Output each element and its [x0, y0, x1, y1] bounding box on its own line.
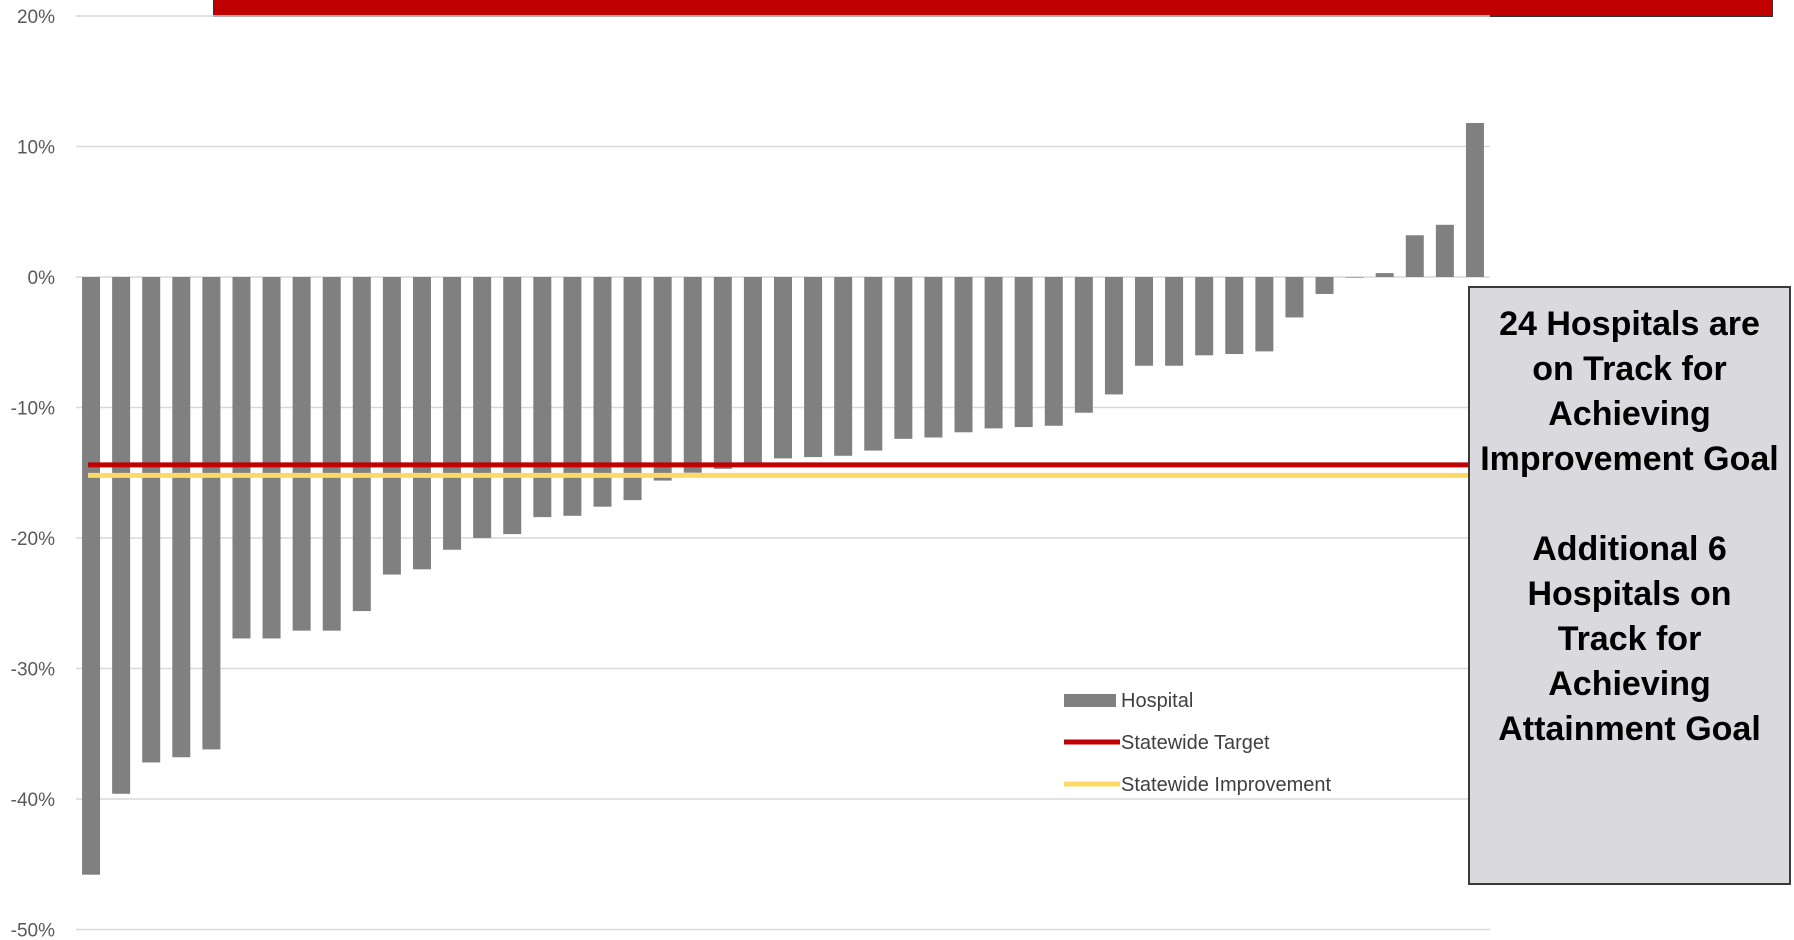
hospital-bar	[1465, 123, 1484, 277]
hospital-bar	[1255, 277, 1274, 352]
hospital-bar	[1225, 277, 1244, 354]
legend: Hospital Statewide Target Statewide Improv…	[1064, 690, 1332, 796]
hospital-bar	[112, 277, 131, 794]
hospital-bar	[1435, 224, 1454, 277]
hospital-bar	[232, 277, 251, 639]
hospital-bar	[412, 277, 431, 570]
legend-label-statewide-improvement: Statewide Improvement	[1121, 774, 1332, 796]
hospital-bar	[804, 277, 823, 458]
y-tick-label: -50%	[11, 921, 55, 940]
hospital-bar	[1014, 277, 1033, 428]
legend-label-hospital: Hospital	[1121, 690, 1193, 712]
hospital-bar	[1104, 277, 1123, 395]
y-tick-label: 20%	[17, 7, 55, 28]
hospital-bar	[292, 277, 311, 631]
y-tick-label: -40%	[11, 790, 55, 811]
statewide-lines	[88, 462, 1476, 478]
legend-swatch-hospital	[1064, 694, 1116, 707]
hospital-bar	[142, 277, 161, 763]
hospital-bar	[443, 277, 462, 550]
hospital-bar	[623, 277, 642, 501]
hospital-bar	[503, 277, 522, 535]
hospital-bar	[954, 277, 973, 433]
hospital-bar	[563, 277, 582, 516]
hospital-bar	[262, 277, 281, 639]
hospital-bar	[82, 277, 101, 875]
hospital-bars	[82, 123, 1484, 875]
y-tick-label: -20%	[11, 529, 55, 550]
legend-label-statewide-target: Statewide Target	[1121, 732, 1270, 754]
hospital-bar	[1044, 277, 1063, 426]
y-tick-label: 0%	[28, 268, 56, 289]
hospital-bar	[172, 277, 191, 758]
hospital-bar	[382, 277, 401, 575]
hospital-bar	[653, 277, 672, 481]
hospital-bar	[1345, 277, 1364, 278]
hospital-bar	[743, 277, 762, 464]
hospital-bar	[1375, 273, 1394, 277]
hospital-bar	[1285, 277, 1304, 318]
hospital-bar	[1135, 277, 1154, 366]
hospital-bar	[202, 277, 221, 750]
hospital-bar	[322, 277, 341, 631]
hospital-bar	[533, 277, 552, 518]
hospital-bar	[593, 277, 612, 507]
hospital-bar	[352, 277, 371, 612]
y-axis: 20% 10% 0% -10% -20% -30% -40% -50%	[11, 7, 55, 940]
hospital-bar	[1074, 277, 1093, 413]
hospital-bar	[864, 277, 883, 451]
y-tick-label: 10%	[17, 138, 55, 159]
hospital-bar	[774, 277, 792, 459]
hospital-bar	[984, 277, 1003, 429]
improvement-goal-text: 24 Hospitals are on Track for Achieving …	[1480, 305, 1779, 478]
hospital-bar	[713, 277, 732, 469]
hospital-bar	[924, 277, 943, 438]
hospital-bar	[1315, 277, 1334, 294]
y-tick-label: -30%	[11, 660, 55, 681]
hospital-bar	[1165, 277, 1184, 366]
hospital-bar	[1195, 277, 1214, 356]
hospital-bar	[683, 277, 702, 473]
hospital-bar	[834, 277, 853, 456]
y-tick-label: -10%	[11, 399, 55, 420]
hospital-summary-box: 24 Hospitals are on Track for Achieving …	[1468, 286, 1791, 885]
attainment-goal-text: Additional 6 Hospitals on Track for Achi…	[1498, 530, 1761, 748]
hospital-bar	[1405, 235, 1424, 277]
hospital-bar	[473, 277, 492, 538]
hospital-bar	[894, 277, 913, 439]
